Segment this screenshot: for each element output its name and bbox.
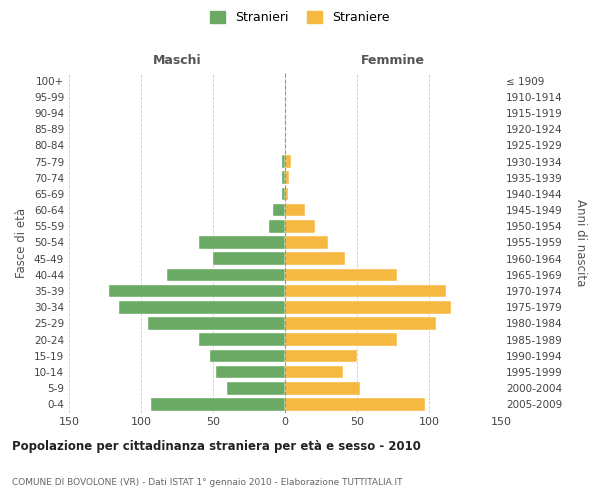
Bar <box>285 252 346 265</box>
Text: Maschi: Maschi <box>152 54 202 68</box>
Bar <box>227 382 285 394</box>
Bar <box>199 334 285 346</box>
Text: Popolazione per cittadinanza straniera per età e sesso - 2010: Popolazione per cittadinanza straniera p… <box>12 440 421 453</box>
Y-axis label: Anni di nascita: Anni di nascita <box>574 199 587 286</box>
Bar <box>151 398 285 410</box>
Bar <box>285 382 360 394</box>
Bar <box>199 236 285 249</box>
Bar <box>213 252 285 265</box>
Bar <box>285 155 291 168</box>
Bar <box>285 350 357 362</box>
Bar <box>285 268 397 281</box>
Bar <box>285 334 397 346</box>
Bar <box>148 317 285 330</box>
Bar <box>109 285 285 298</box>
Bar <box>210 350 285 362</box>
Bar <box>285 301 451 314</box>
Bar <box>285 285 446 298</box>
Bar <box>285 366 343 378</box>
Bar <box>119 301 285 314</box>
Bar <box>269 220 285 232</box>
Bar <box>167 268 285 281</box>
Text: Femmine: Femmine <box>361 54 425 68</box>
Bar <box>285 398 425 410</box>
Text: COMUNE DI BOVOLONE (VR) - Dati ISTAT 1° gennaio 2010 - Elaborazione TUTTITALIA.I: COMUNE DI BOVOLONE (VR) - Dati ISTAT 1° … <box>12 478 403 487</box>
Bar <box>285 204 305 216</box>
Bar <box>285 317 436 330</box>
Y-axis label: Fasce di età: Fasce di età <box>16 208 28 278</box>
Bar <box>274 204 285 216</box>
Bar <box>282 155 285 168</box>
Bar <box>285 188 288 200</box>
Bar <box>216 366 285 378</box>
Bar <box>285 236 328 249</box>
Legend: Stranieri, Straniere: Stranieri, Straniere <box>205 6 395 29</box>
Bar <box>285 220 315 232</box>
Bar <box>282 172 285 184</box>
Bar <box>285 172 289 184</box>
Bar <box>282 188 285 200</box>
